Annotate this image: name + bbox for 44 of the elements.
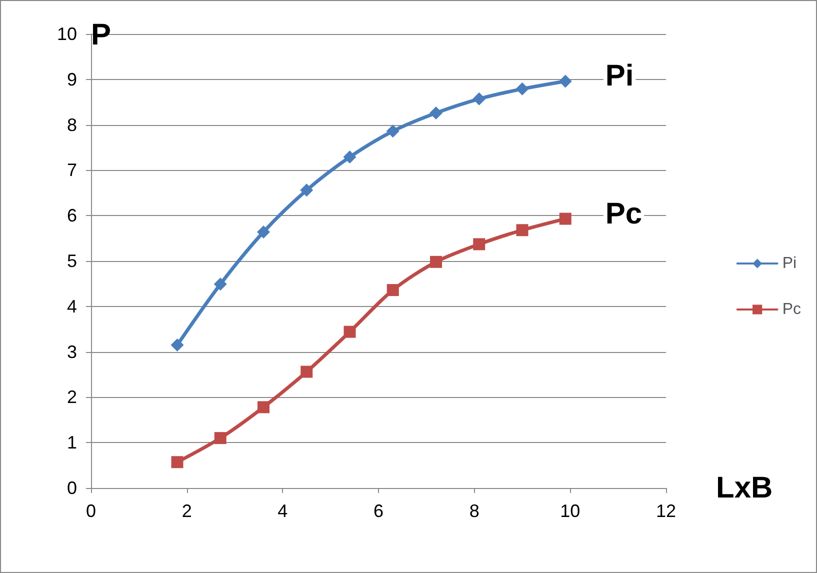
annotation: Pi	[605, 60, 634, 93]
point	[473, 238, 486, 250]
y-tick-label: 0	[66, 478, 77, 498]
y-tick-label: 4	[66, 296, 77, 316]
x-tick-label: 0	[86, 501, 96, 521]
y-tick-label: 3	[66, 342, 77, 362]
x-tick-label: 6	[373, 501, 384, 521]
point	[344, 326, 356, 338]
legend-label: Pi	[782, 255, 797, 272]
legend-label: Pc	[782, 301, 801, 318]
x-tick-label: 10	[560, 501, 580, 521]
point	[170, 338, 184, 352]
x-tick-label: 8	[469, 501, 480, 521]
y-tick-label: 9	[66, 69, 77, 90]
x-tick-label: 2	[182, 501, 192, 521]
y-tick-label: 6	[66, 206, 77, 226]
y-tick-label: 2	[66, 387, 77, 408]
point	[386, 124, 400, 138]
point	[559, 212, 572, 225]
point	[343, 150, 356, 164]
y-tick-label: 1	[66, 432, 77, 453]
y-axis-title: P	[91, 18, 112, 52]
x-tick-label: 12	[656, 501, 676, 521]
point	[516, 82, 529, 96]
point	[386, 284, 399, 296]
y-tick-label: 10	[56, 24, 77, 44]
point	[430, 106, 442, 120]
point	[214, 432, 226, 444]
y-tick-label: 7	[66, 160, 77, 180]
x-tick-label: 4	[278, 501, 288, 521]
point	[300, 184, 314, 197]
y-tick-label: 5	[66, 251, 77, 271]
point	[171, 456, 184, 468]
point	[472, 92, 486, 106]
point	[258, 401, 270, 414]
point	[558, 74, 572, 88]
point	[430, 256, 442, 268]
point	[257, 225, 270, 238]
y-tick-label: 8	[66, 114, 77, 135]
point	[300, 366, 313, 378]
point	[214, 278, 227, 291]
x-axis-title: LxB	[716, 472, 773, 504]
annotation: Pc	[605, 197, 642, 230]
point	[516, 224, 528, 236]
